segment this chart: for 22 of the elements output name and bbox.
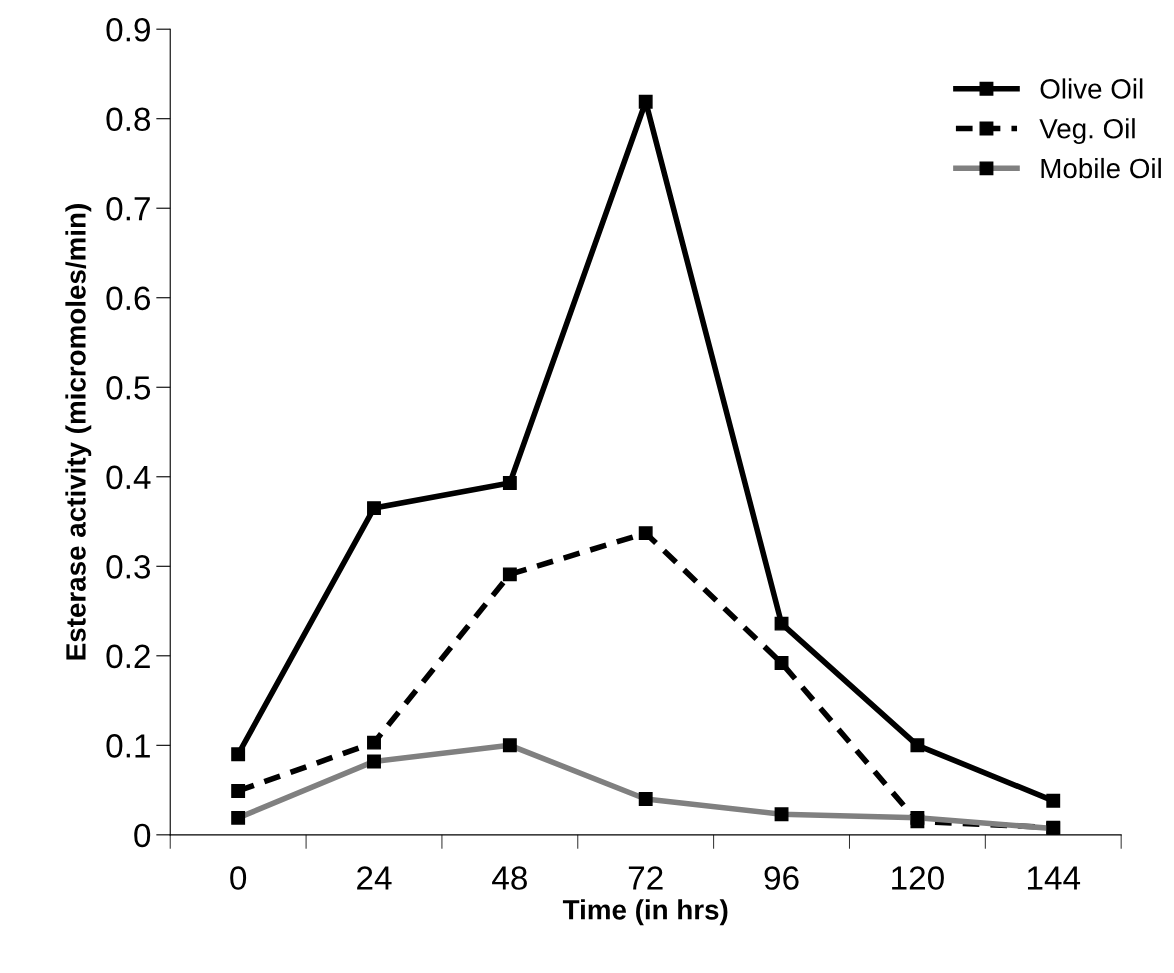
- y-tick-label: 0.5: [106, 376, 151, 400]
- x-tick-label: 24: [357, 866, 392, 890]
- x-tick-label: 48: [492, 866, 527, 890]
- y-tick-label: 0.4: [106, 465, 151, 490]
- y-tick-label: 0.7: [106, 197, 150, 221]
- x-tick-label: 120: [892, 866, 944, 890]
- y-tick-label: 0.1: [106, 734, 150, 758]
- y-tick-label: 0.8: [106, 107, 151, 132]
- x-tick-label: 144: [1027, 866, 1081, 890]
- x-tick-label: 72: [628, 866, 663, 890]
- y-tick-label: 0.2: [106, 644, 150, 669]
- legend-label: Olive Oil: [1040, 78, 1143, 99]
- y-axis-title: Esterase activity (micromoles/min): [65, 204, 92, 660]
- x-tick-label: 96: [764, 866, 799, 890]
- y-tick-label: 0.9: [106, 17, 150, 42]
- y-tick-label: 0: [134, 823, 151, 848]
- x-tick-label: 0: [230, 866, 247, 890]
- x-axis-title: Time (in hrs): [562, 899, 728, 926]
- y-tick-label: 0.6: [106, 286, 151, 311]
- legend-label: Veg. Oil: [1039, 118, 1135, 145]
- legend-label: Mobile Oil: [1041, 157, 1161, 179]
- y-tick-label: 0.3: [106, 555, 151, 579]
